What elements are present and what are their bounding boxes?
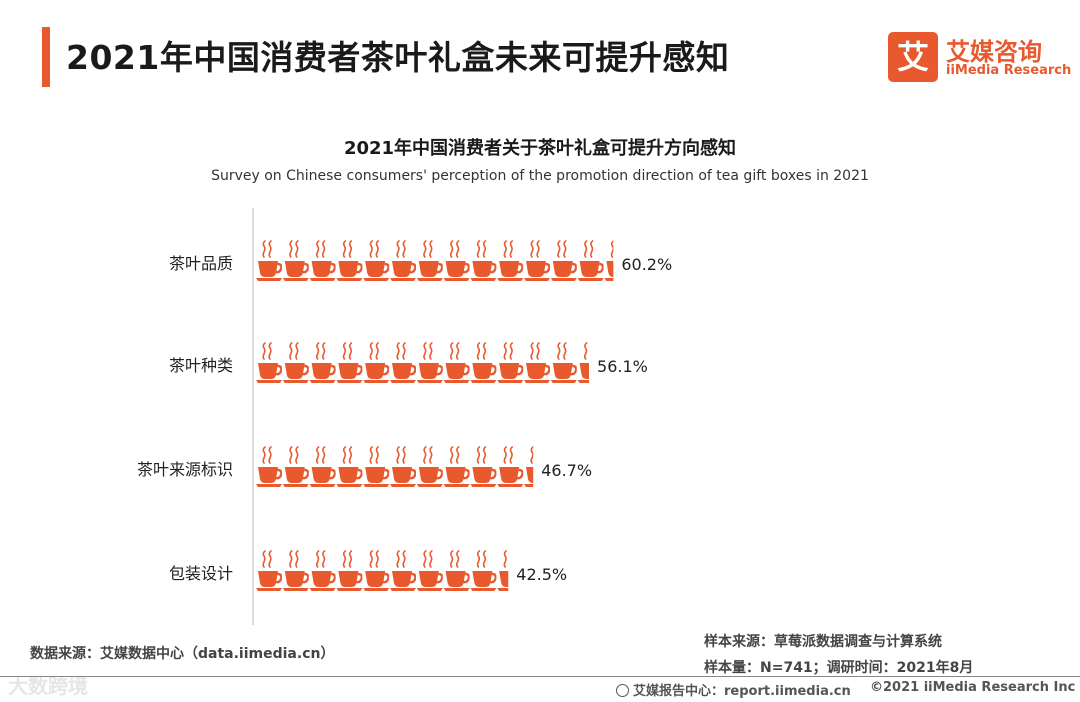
iimedia-logo: 艾 艾媒咨询 iiMedia Research xyxy=(888,32,1071,82)
teacup-icon xyxy=(416,342,443,384)
teacup-icon xyxy=(577,240,604,282)
globe-icon xyxy=(616,684,629,697)
teacup-icon xyxy=(336,446,363,488)
teacup-icon xyxy=(256,550,282,592)
sample-size: 样本量：N=741；调研时间：2021年8月 xyxy=(704,660,974,676)
category-label: 茶叶来源标识 xyxy=(137,460,233,479)
teacup-icon xyxy=(443,240,470,282)
chart-title: 2021年中国消费者关于茶叶礼盒可提升方向感知 xyxy=(343,138,737,159)
teacup-icon xyxy=(524,240,550,282)
teacup-icon xyxy=(443,550,470,592)
teacup-icon xyxy=(282,446,309,488)
teacup-icon xyxy=(282,240,309,282)
teacup-icon xyxy=(416,446,443,488)
teacup-icon xyxy=(416,550,443,592)
teacup-icon xyxy=(470,550,497,592)
teacup-icon xyxy=(470,342,497,384)
title-accent-bar xyxy=(42,27,50,87)
teacup-icon xyxy=(282,342,309,384)
teacup-icon xyxy=(256,342,282,384)
logo-name-cn: 艾媒咨询 xyxy=(946,38,1042,66)
value-label: 56.1% xyxy=(597,357,648,376)
data-source: 数据来源：艾媒数据中心（data.iimedia.cn） xyxy=(30,646,335,662)
teacup-icon xyxy=(497,240,524,282)
teacup-icon xyxy=(309,446,336,488)
teacup-icon xyxy=(497,342,524,384)
teacup-icon xyxy=(390,446,416,488)
category-label: 包装设计 xyxy=(169,564,233,583)
logo-mark: 艾 xyxy=(888,32,938,82)
teacup-icon xyxy=(390,342,416,384)
teacup-icon xyxy=(524,342,550,384)
teacup-icon xyxy=(309,240,336,282)
teacup-icon xyxy=(443,446,470,488)
teacup-icon xyxy=(336,240,363,282)
footer-copyright: ©2021 iiMedia Research Inc xyxy=(870,680,1076,695)
teacup-icon xyxy=(390,550,416,592)
pictogram-bar xyxy=(256,550,509,592)
teacup-icon xyxy=(336,550,363,592)
pictogram-bar xyxy=(256,342,590,384)
sample-source: 样本来源：草莓派数据调查与计算系统 xyxy=(704,634,942,650)
logo-name-en: iiMedia Research xyxy=(946,63,1072,78)
teacup-icon xyxy=(363,446,390,488)
teacup-icon xyxy=(309,342,336,384)
value-label: 42.5% xyxy=(516,565,567,584)
teacup-icon xyxy=(336,342,363,384)
teacup-icon xyxy=(390,240,416,282)
teacup-icon xyxy=(256,240,282,282)
teacup-icon xyxy=(550,240,577,282)
teacup-icon xyxy=(363,342,390,384)
watermark: 大数跨境 xyxy=(8,674,88,698)
teacup-icon xyxy=(416,240,443,282)
teacup-icon xyxy=(282,550,309,592)
teacup-icon xyxy=(443,342,470,384)
teacup-icon xyxy=(256,446,282,488)
page-title: 2021年中国消费者茶叶礼盒未来可提升感知 xyxy=(66,38,730,77)
teacup-icon xyxy=(470,446,497,488)
value-label: 46.7% xyxy=(541,461,592,480)
pictogram-bar xyxy=(256,240,614,282)
teacup-icon xyxy=(497,446,524,488)
pictogram-bar xyxy=(256,446,534,488)
category-label: 茶叶种类 xyxy=(169,356,233,375)
teacup-icon xyxy=(470,240,497,282)
footer-report-center: 艾媒报告中心：report.iimedia.cn xyxy=(616,680,851,699)
category-label: 茶叶品质 xyxy=(169,254,233,273)
teacup-icon xyxy=(363,240,390,282)
teacup-icon xyxy=(550,342,577,384)
value-label: 60.2% xyxy=(621,255,672,274)
teacup-icon xyxy=(309,550,336,592)
footer-report-text: 艾媒报告中心：report.iimedia.cn xyxy=(633,684,851,699)
teacup-icon xyxy=(363,550,390,592)
footer-divider xyxy=(0,676,1080,677)
logo-mark-glyph: 艾 xyxy=(896,38,929,76)
chart-subtitle: Survey on Chinese consumers' perception … xyxy=(211,168,869,184)
